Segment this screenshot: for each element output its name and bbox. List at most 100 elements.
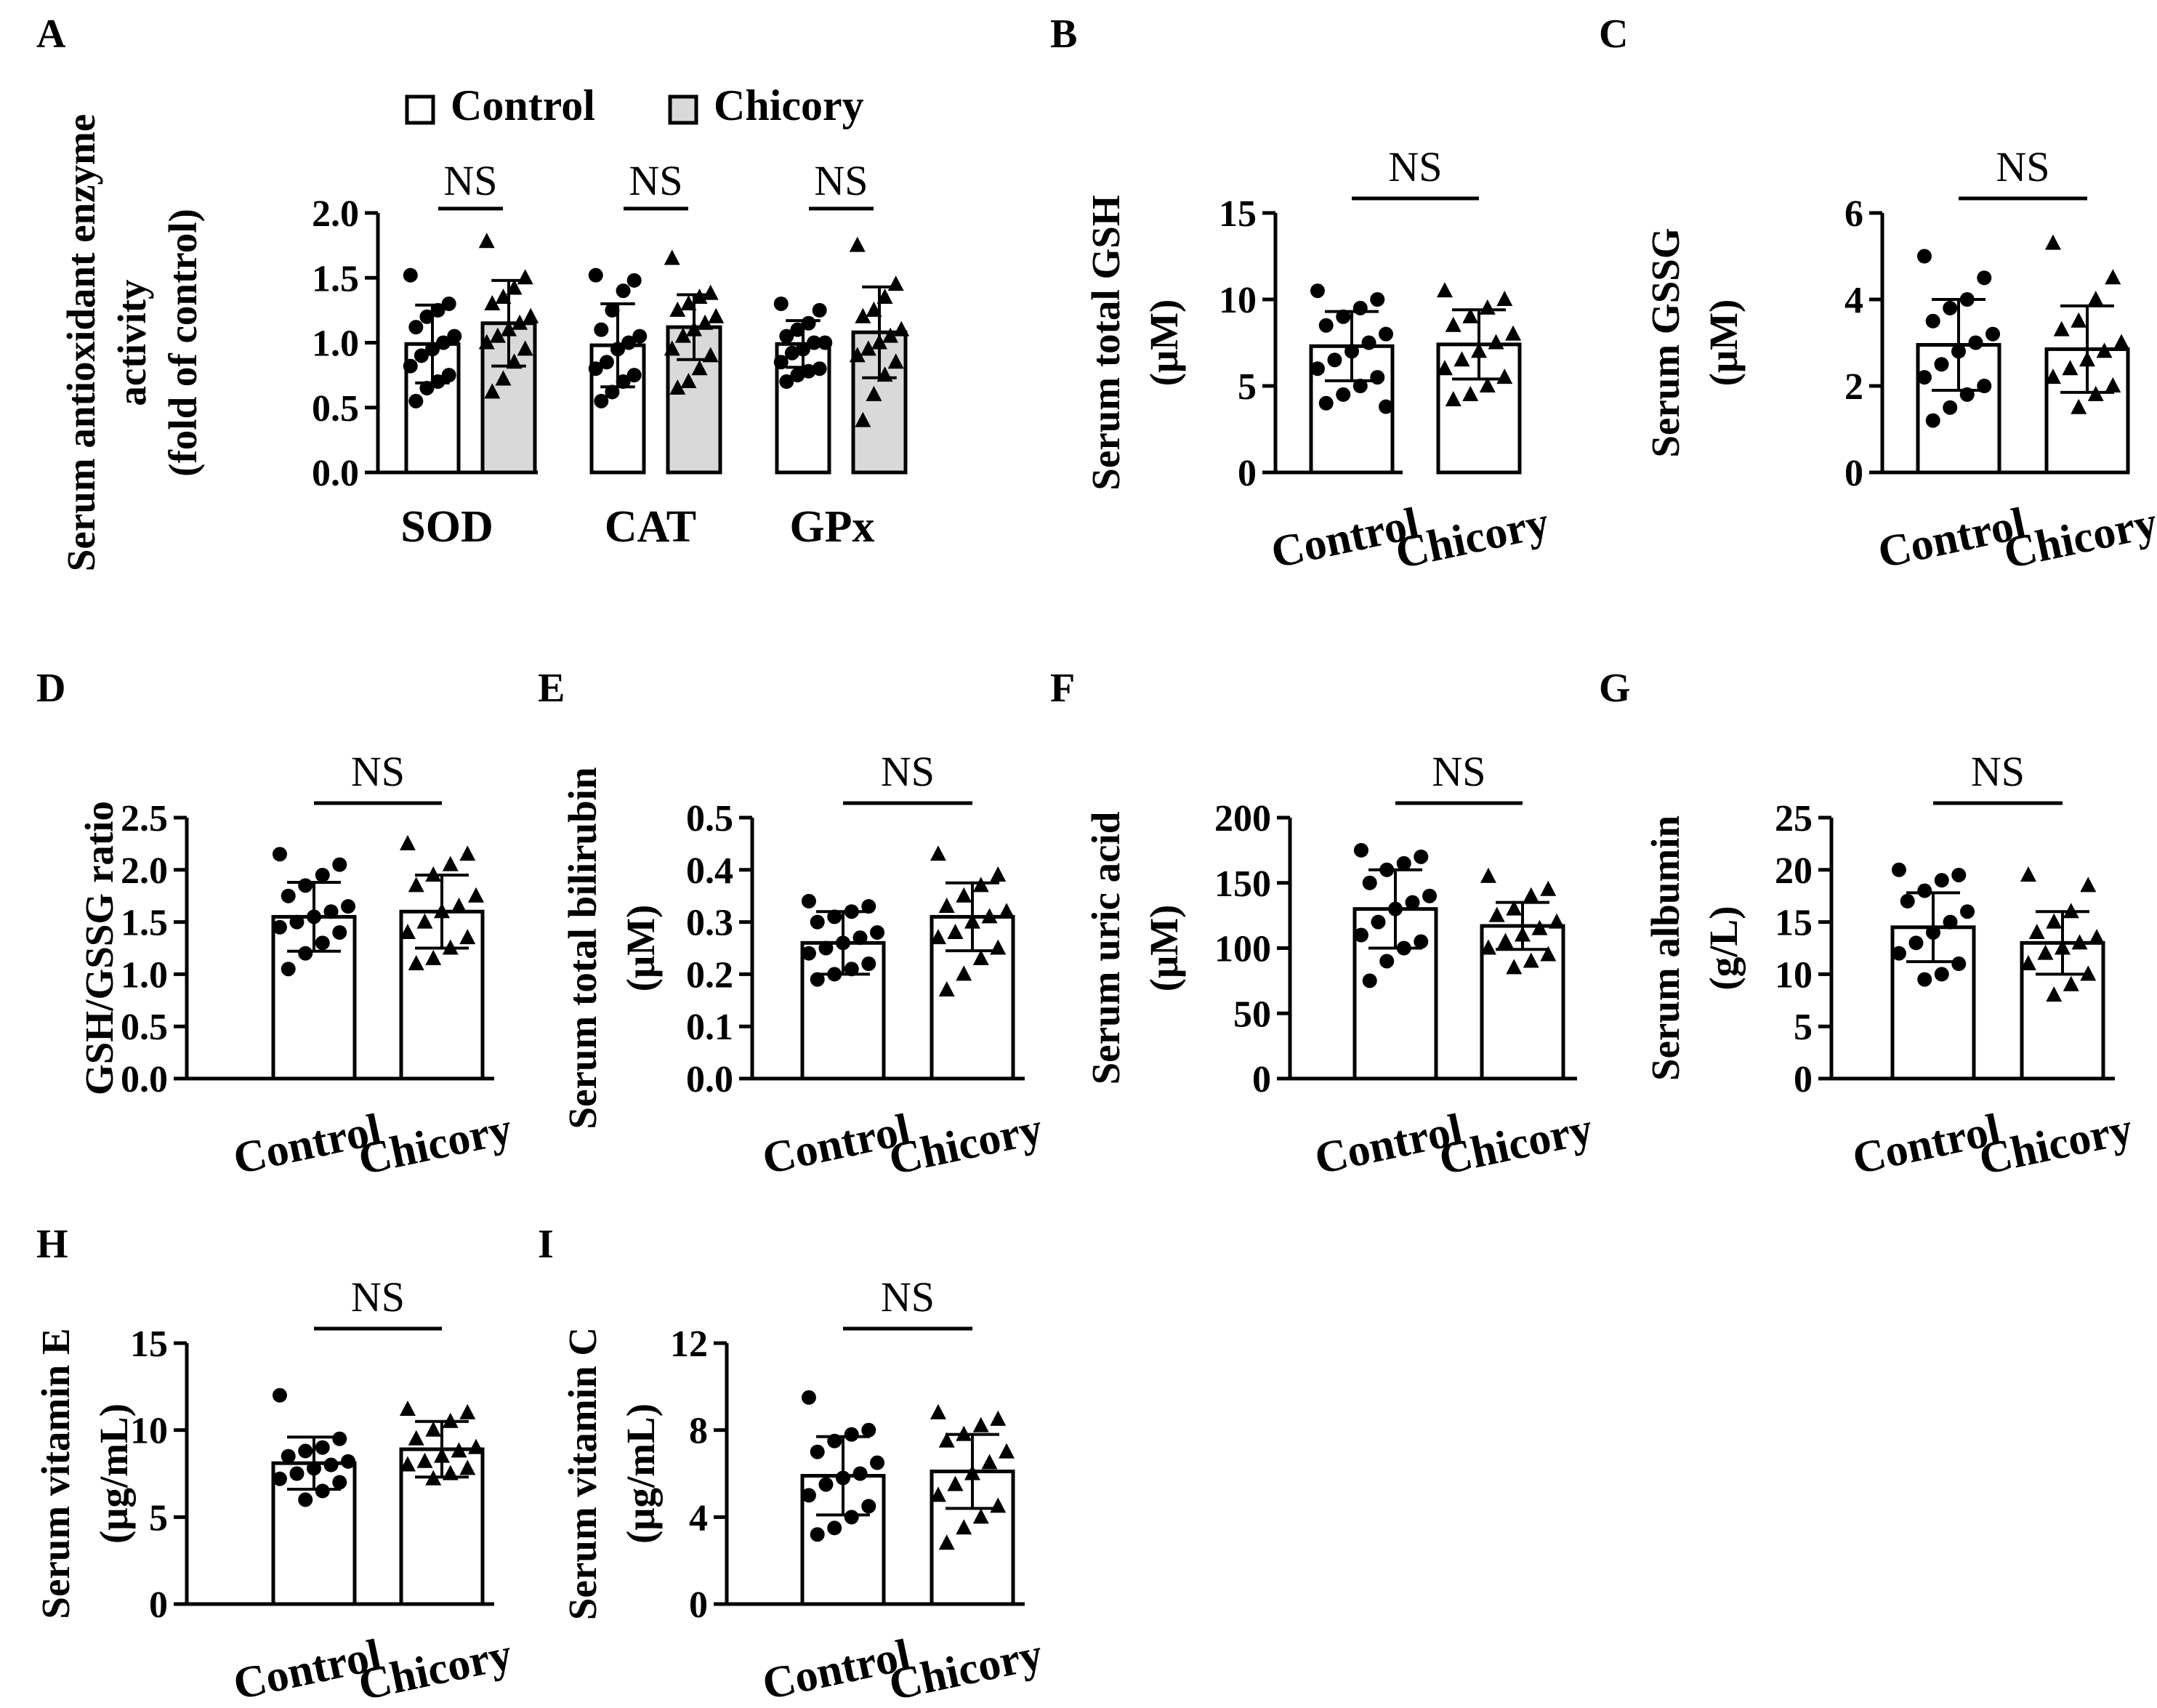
panel-e: E Serum total bilirubin (μM) 0.0 0.1 0.2 0.3 0.… [538, 666, 1047, 1185]
control-sod-data-point [419, 309, 435, 324]
control-data-point [332, 925, 347, 940]
y-tick-label: 0 [1238, 453, 1257, 494]
control-data-point [1943, 300, 1958, 315]
control-data-point [1327, 353, 1342, 368]
chicory-gpx-data-point [887, 353, 904, 369]
chicory-data-point [2087, 385, 2104, 401]
chicory-data-point [2046, 913, 2063, 929]
chicory-data-point [408, 877, 424, 893]
control-data-point [870, 1455, 885, 1470]
control-data-point [1414, 849, 1429, 864]
chicory-cat-data-point [664, 249, 680, 265]
control-data-point [1353, 842, 1368, 858]
chicory-data-point [1445, 316, 1461, 332]
control-data-point [1379, 862, 1395, 877]
control-data-point [1926, 925, 1940, 940]
chicory-data-point [1488, 334, 1504, 350]
control-data-point [844, 962, 859, 977]
chicory-data-point [2053, 321, 2070, 337]
y-axis-label: (μM) [1142, 905, 1186, 992]
control-sod-data-point [447, 329, 462, 344]
control-sod-data-point [436, 335, 451, 350]
control-data-point [315, 1483, 330, 1499]
chicory-data-point [990, 1497, 1007, 1513]
control-sod-data-point [441, 368, 456, 383]
chicory-data-point [442, 1465, 459, 1481]
chicory-data-point [964, 1465, 980, 1481]
control-data-point [1916, 370, 1932, 385]
control-data-point [818, 940, 834, 956]
chicory-sod-data-point [517, 269, 533, 285]
significance-label: NS [1971, 748, 2025, 795]
chicory-data-point [2080, 965, 2097, 981]
chicory-data-point [1480, 939, 1496, 955]
control-gpx-data-point [801, 363, 816, 379]
control-data-point [1396, 855, 1411, 871]
control-data-point [341, 1454, 356, 1469]
chicory-sod-data-point [501, 321, 517, 337]
chicory-data-point [981, 908, 998, 924]
y-tick-label: 2 [1844, 366, 1863, 408]
control-data-point [1959, 387, 1975, 402]
control-data-point [852, 930, 868, 946]
legend: Control Chicory [405, 81, 864, 129]
chicory-data-point [2044, 234, 2061, 250]
chicory-data-point [2105, 269, 2121, 285]
chicory-gpx-data-point [876, 289, 893, 305]
control-data-point [1310, 283, 1325, 299]
chicory-data-point [2028, 923, 2045, 939]
chicory-sod-data-point [495, 289, 512, 305]
control-data-point [289, 914, 305, 930]
chicory-cat-data-point [702, 284, 719, 300]
control-data-point [307, 1461, 321, 1476]
control-data-point [827, 1433, 842, 1449]
y-tick-label: 0.0 [686, 1059, 733, 1100]
chicory-data-point [459, 1459, 476, 1475]
x-category-label: Chicory [1435, 1104, 1597, 1185]
chicory-data-point [416, 913, 433, 929]
chicory-data-point [1523, 952, 1539, 968]
panel-label: E [538, 666, 565, 711]
chicory-sod-data-point [478, 334, 495, 350]
y-axis-label: (μM) [1142, 299, 1186, 387]
chicory-gpx-data-point [893, 321, 910, 337]
control-data-point [1362, 973, 1377, 988]
chicory-gpx-data-point [855, 307, 871, 323]
control-data-point [1352, 379, 1368, 393]
control-data-point [298, 1492, 313, 1507]
chicory-data-point [930, 845, 946, 861]
chicory-data-point [1471, 342, 1487, 358]
control-data-point [827, 909, 842, 925]
panel-label: I [538, 1222, 554, 1267]
x-category-label: GPx [789, 502, 874, 552]
y-tick-label: 6 [1844, 193, 1863, 235]
control-data-point [1943, 400, 1958, 415]
control-data-point [332, 1431, 347, 1446]
chicory-sod-data-point [517, 340, 533, 356]
control-sod-data-point [403, 267, 418, 283]
control-data-point [1352, 300, 1368, 315]
y-axis-label: Serum vitamin C [560, 1327, 605, 1620]
control-data-point [1917, 883, 1932, 898]
chicory-data-point [416, 1452, 433, 1468]
control-data-point [1353, 927, 1368, 943]
control-sod-data-point [430, 302, 445, 318]
x-category-label: Chicory [354, 1630, 516, 1708]
y-tick-label: 0 [149, 1584, 168, 1626]
chicory-sod-data-point [523, 307, 539, 323]
chicory-cat-data-point [669, 301, 686, 317]
chicory-data-point [999, 903, 1015, 919]
control-data-point [281, 1449, 296, 1464]
chicory-data-point [972, 877, 989, 893]
chicory-data-point [425, 1421, 442, 1437]
chicory-data-point [956, 887, 972, 903]
control-data-point [1371, 914, 1386, 930]
y-axis-label: Serum total GSH [1084, 195, 1128, 490]
control-cat-data-point [605, 302, 620, 318]
chicory-data-point [956, 1425, 972, 1441]
control-data-point [1900, 893, 1915, 909]
chicory-data-point [451, 898, 467, 914]
chicory-data-point [1540, 946, 1557, 962]
control-sod-data-point [408, 320, 424, 335]
chicory-data-point [408, 955, 424, 971]
